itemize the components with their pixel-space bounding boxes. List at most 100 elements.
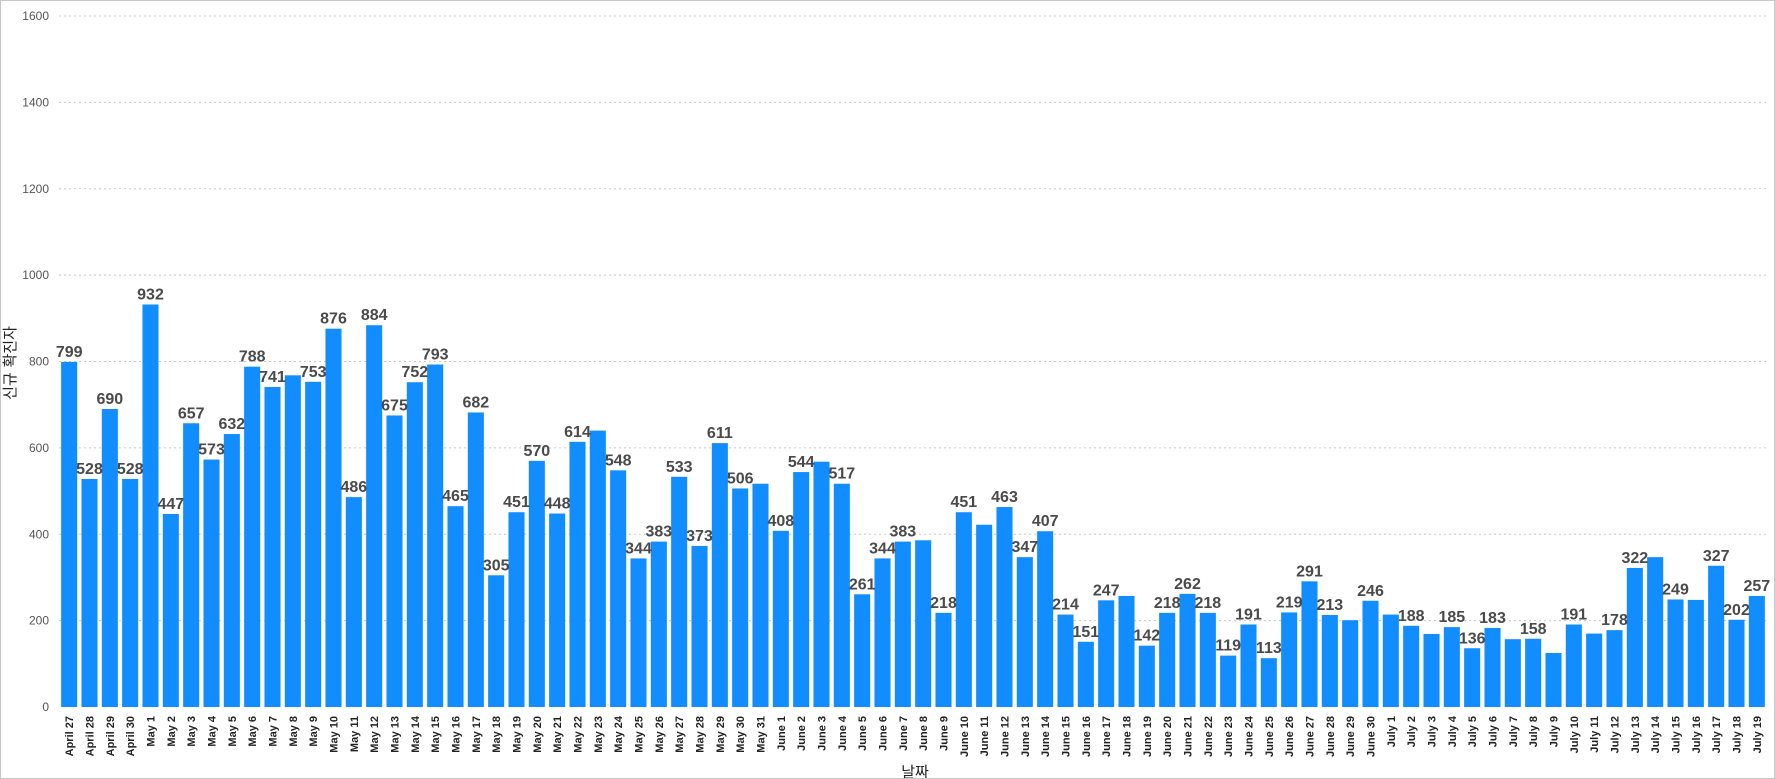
data-label: 876 bbox=[320, 311, 347, 328]
x-tick-label: July 13 bbox=[1630, 716, 1642, 753]
x-tick-label: May 21 bbox=[552, 716, 564, 753]
bar bbox=[955, 512, 972, 707]
x-tick-label: May 18 bbox=[491, 716, 503, 753]
x-tick-label: July 11 bbox=[1589, 716, 1601, 753]
bar bbox=[1403, 625, 1420, 707]
bar bbox=[1484, 627, 1501, 707]
bar bbox=[772, 530, 789, 707]
bar bbox=[711, 443, 728, 707]
x-tick-label: July 6 bbox=[1488, 716, 1500, 747]
bar bbox=[1606, 630, 1623, 707]
bar bbox=[386, 415, 403, 707]
data-label: 213 bbox=[1316, 597, 1343, 614]
y-tick-label: 0 bbox=[42, 700, 49, 714]
x-tick-label: July 3 bbox=[1427, 716, 1439, 747]
x-tick-label: June 5 bbox=[857, 716, 869, 751]
x-tick-label: May 27 bbox=[674, 716, 686, 753]
data-label: 218 bbox=[930, 595, 957, 612]
y-tick-label: 800 bbox=[29, 355, 49, 369]
data-label: 544 bbox=[788, 454, 815, 471]
bar bbox=[691, 545, 708, 707]
bar bbox=[528, 460, 545, 707]
x-tick-label: June 18 bbox=[1122, 716, 1134, 757]
bar bbox=[976, 524, 993, 707]
data-label: 246 bbox=[1357, 583, 1384, 600]
data-label: 506 bbox=[727, 470, 754, 487]
x-tick-label: May 7 bbox=[268, 716, 280, 747]
bar bbox=[366, 325, 383, 707]
x-tick-label: May 13 bbox=[390, 716, 402, 753]
bar bbox=[1321, 615, 1338, 707]
data-label: 257 bbox=[1743, 578, 1770, 595]
data-label: 218 bbox=[1154, 595, 1181, 612]
x-tick-label: June 4 bbox=[837, 715, 849, 751]
x-tick-label: June 10 bbox=[959, 716, 971, 757]
data-label: 682 bbox=[462, 394, 489, 411]
bar bbox=[935, 612, 952, 707]
bar bbox=[447, 506, 464, 707]
data-label: 219 bbox=[1276, 594, 1303, 611]
bar bbox=[1240, 624, 1257, 707]
data-label: 188 bbox=[1398, 608, 1425, 625]
bar bbox=[1159, 612, 1176, 707]
y-tick-label: 600 bbox=[29, 441, 49, 455]
data-label: 191 bbox=[1235, 607, 1262, 624]
data-label: 291 bbox=[1296, 563, 1323, 580]
bar bbox=[1260, 658, 1277, 707]
data-label: 119 bbox=[1215, 638, 1241, 655]
bar bbox=[1647, 557, 1664, 707]
x-tick-label: April 29 bbox=[105, 716, 117, 756]
bar bbox=[1626, 567, 1643, 707]
bar bbox=[1362, 600, 1379, 707]
bar bbox=[1708, 565, 1725, 707]
bar bbox=[1057, 614, 1074, 707]
data-label: 158 bbox=[1520, 621, 1547, 638]
x-tick-label: May 10 bbox=[329, 716, 341, 753]
bar bbox=[1525, 638, 1542, 707]
bar bbox=[996, 507, 1013, 707]
data-label: 344 bbox=[869, 540, 896, 557]
data-label: 373 bbox=[686, 528, 713, 545]
data-label: 465 bbox=[442, 488, 469, 505]
x-tick-label: May 9 bbox=[308, 716, 320, 747]
data-label: 533 bbox=[666, 459, 693, 476]
x-tick-label: May 11 bbox=[349, 716, 361, 752]
bar bbox=[325, 328, 342, 707]
y-tick-label: 1200 bbox=[22, 182, 49, 196]
bar bbox=[1545, 653, 1562, 707]
x-axis-ticks: April 27 April 28 April 29 April 30 May 1 May… bbox=[64, 715, 1764, 757]
x-tick-label: May 19 bbox=[512, 716, 524, 753]
data-label: 451 bbox=[950, 494, 977, 511]
bar bbox=[345, 497, 362, 707]
data-label: 383 bbox=[645, 524, 672, 541]
data-label: 407 bbox=[1032, 513, 1059, 530]
bar bbox=[1423, 634, 1440, 707]
x-tick-label: May 23 bbox=[593, 716, 605, 753]
data-label: 752 bbox=[401, 364, 428, 381]
bar bbox=[671, 476, 688, 707]
bar bbox=[1464, 648, 1481, 707]
x-tick-label: July 4 bbox=[1447, 715, 1459, 747]
x-tick-label: June 1 bbox=[776, 716, 788, 751]
data-label: 573 bbox=[198, 442, 225, 459]
x-tick-label: June 3 bbox=[817, 716, 829, 751]
data-label: 611 bbox=[707, 425, 733, 442]
x-tick-label: June 25 bbox=[1264, 716, 1276, 757]
data-label: 448 bbox=[544, 496, 571, 513]
x-tick-label: June 29 bbox=[1345, 716, 1357, 757]
data-label: 249 bbox=[1662, 581, 1689, 598]
data-label: 451 bbox=[503, 494, 530, 511]
x-tick-label: May 8 bbox=[288, 716, 300, 747]
data-label: 570 bbox=[523, 443, 550, 460]
bar bbox=[569, 441, 586, 707]
bar bbox=[508, 512, 525, 707]
data-label: 261 bbox=[849, 576, 876, 593]
x-tick-label: June 6 bbox=[878, 716, 890, 751]
x-tick-label: July 16 bbox=[1691, 716, 1703, 753]
bar bbox=[1199, 612, 1216, 707]
x-tick-label: June 9 bbox=[939, 716, 951, 751]
bar bbox=[1687, 599, 1704, 707]
x-tick-label: June 21 bbox=[1183, 716, 1195, 757]
data-label: 202 bbox=[1723, 602, 1750, 619]
